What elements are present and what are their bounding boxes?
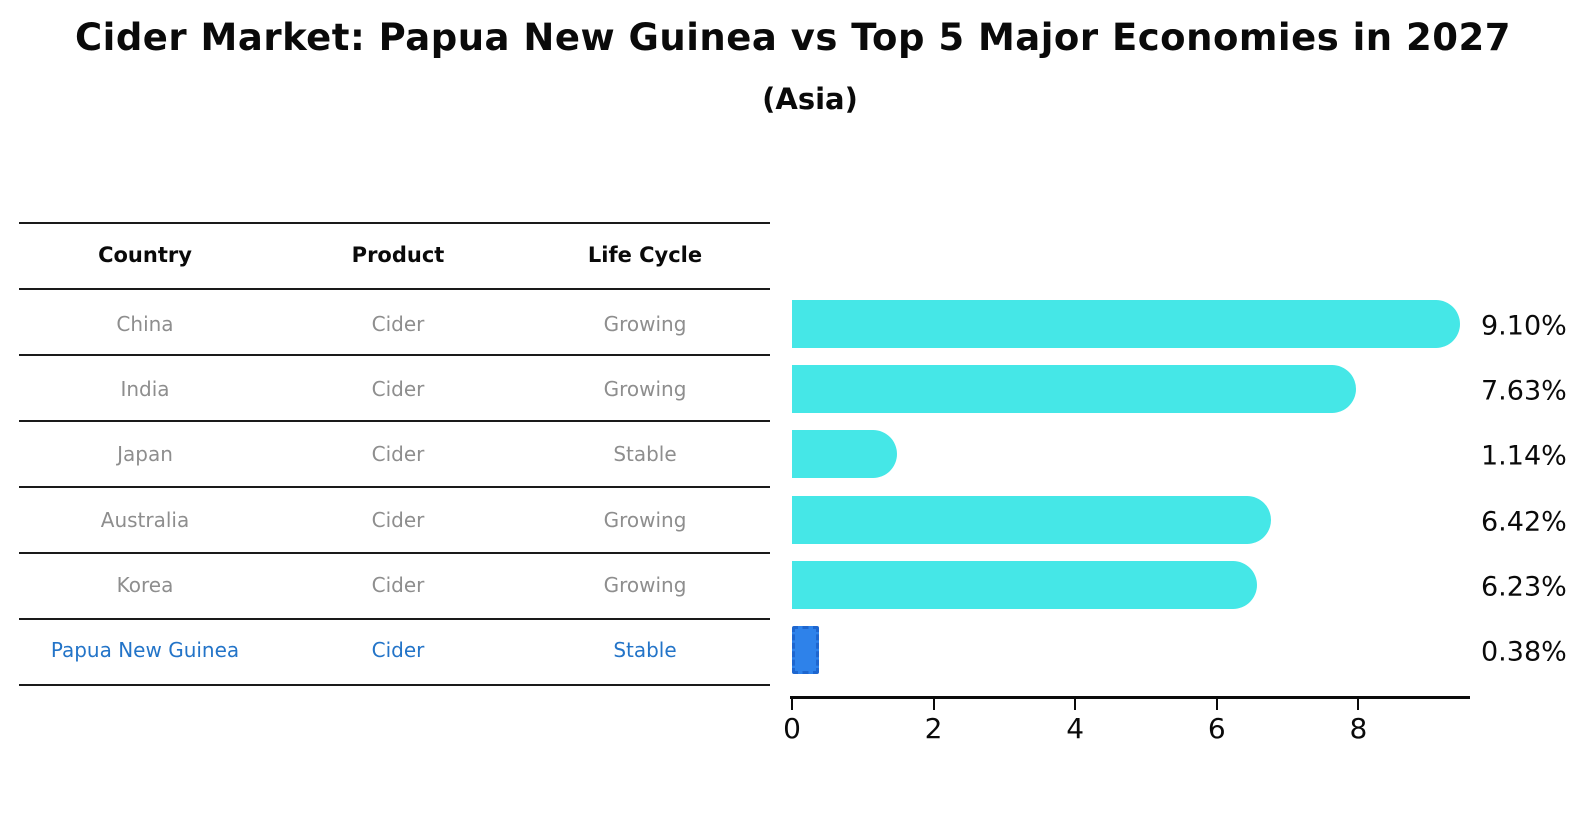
x-axis-tick <box>1215 699 1218 710</box>
x-axis-tick <box>1357 699 1360 710</box>
table-cell-product: Cider <box>371 377 425 402</box>
table-cell-country: Australia <box>100 507 190 532</box>
x-axis-tick <box>1074 699 1077 710</box>
x-axis-tick-label: 6 <box>1207 712 1226 745</box>
table-rule-line <box>19 552 770 554</box>
table-cell-life-cycle: Growing <box>603 507 687 532</box>
bar-value-label: 9.10% <box>1481 310 1567 342</box>
table-cell-life-cycle: Growing <box>603 312 687 336</box>
x-axis-tick-label: 2 <box>924 712 943 745</box>
bar-korea <box>792 560 1257 609</box>
table-cell-life-cycle: Stable <box>613 442 677 467</box>
bar-value-label: 6.42% <box>1481 506 1567 538</box>
chart-subtitle: (Asia) <box>762 82 858 116</box>
bar-value-label: 7.63% <box>1481 375 1567 407</box>
bar-papua-new-guinea <box>792 626 819 674</box>
bar-australia <box>792 495 1271 544</box>
bar-china <box>792 300 1460 348</box>
table-cell-product: Cider <box>371 507 425 532</box>
bar-value-label: 1.14% <box>1481 440 1567 472</box>
bar-value-label: 0.38% <box>1481 636 1567 668</box>
table-cell-life-cycle: Stable <box>613 638 677 662</box>
table-cell-country: India <box>120 377 170 402</box>
table-cell-country: Papua New Guinea <box>50 638 240 662</box>
bar-india <box>792 365 1356 414</box>
table-cell-life-cycle: Growing <box>603 572 687 597</box>
table-header-country: Country <box>98 243 192 267</box>
table-rule-line <box>19 222 770 224</box>
table-cell-country: China <box>116 312 174 336</box>
table-cell-product: Cider <box>371 572 425 597</box>
table-cell-country: Korea <box>116 572 174 597</box>
table-cell-country: Japan <box>117 442 173 467</box>
chart-title: Cider Market: Papua New Guinea vs Top 5 … <box>74 16 1511 59</box>
x-axis-tick <box>932 699 935 710</box>
x-axis-tick-label: 8 <box>1349 712 1368 745</box>
table-header-life-cycle: Life Cycle <box>587 243 703 267</box>
bar-japan <box>792 430 897 479</box>
table-rule-line <box>19 420 770 422</box>
x-axis-line <box>790 696 1470 699</box>
x-axis-tick-label: 4 <box>1066 712 1085 745</box>
table-cell-life-cycle: Growing <box>603 377 687 402</box>
x-axis-tick <box>791 699 793 710</box>
table-cell-product: Cider <box>371 638 425 662</box>
table-rule-line <box>19 684 770 686</box>
table-cell-product: Cider <box>371 312 425 336</box>
table-cell-product: Cider <box>371 442 425 467</box>
bar-value-label: 6.23% <box>1481 571 1567 603</box>
table-rule-line <box>19 618 770 620</box>
table-rule-line <box>19 354 770 356</box>
x-axis-tick-label: 0 <box>783 712 801 745</box>
table-header-product: Product <box>351 243 445 267</box>
table-rule-line <box>19 288 770 290</box>
table-rule-line <box>19 486 770 488</box>
